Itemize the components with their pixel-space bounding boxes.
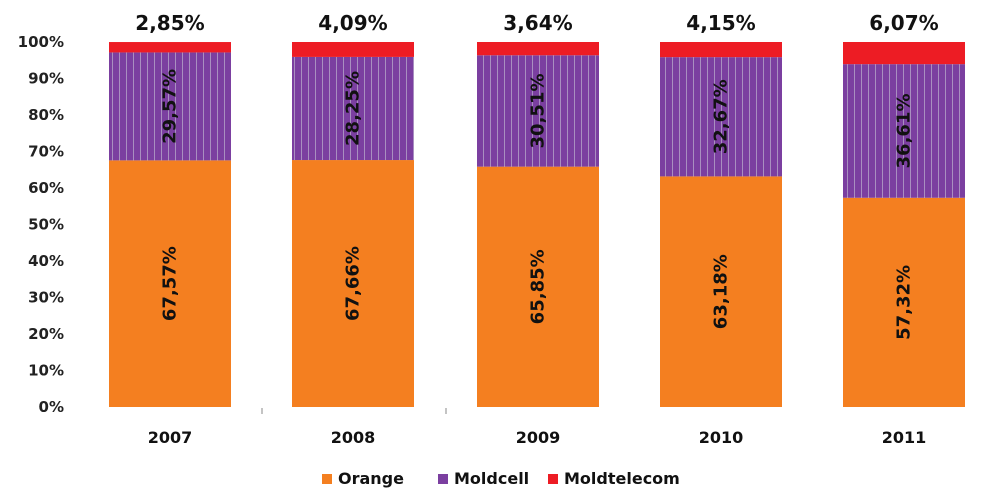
bar-group-2011: 57,32% 36,61% 6,07% bbox=[843, 11, 965, 407]
legend-item-moldtelecom: Moldtelecom bbox=[548, 469, 680, 488]
bar-segment-moldtelecom-2009 bbox=[477, 42, 599, 56]
legend-swatch bbox=[322, 474, 332, 484]
legend-label: Orange bbox=[338, 469, 404, 488]
data-label-moldcell-2009: 30,51% bbox=[528, 73, 549, 148]
bar-group-2010: 63,18% 32,67% 4,15% bbox=[660, 11, 782, 407]
y-tick-label: 50% bbox=[28, 216, 64, 234]
bar-segment-orange-2008 bbox=[292, 160, 414, 407]
data-label-moldcell-2011: 36,61% bbox=[894, 93, 915, 168]
y-tick-label: 100% bbox=[18, 33, 64, 51]
data-label-moldtelecom-2007: 2,85% bbox=[135, 11, 204, 35]
bar-group-2009: 65,85% 30,51% 3,64% bbox=[477, 11, 599, 407]
bar-segment-moldtelecom-2008 bbox=[292, 42, 414, 57]
legend: Orange Moldcell Moldtelecom bbox=[322, 469, 680, 488]
data-label-moldtelecom-2010: 4,15% bbox=[686, 11, 755, 35]
y-tick-label: 10% bbox=[28, 362, 64, 380]
bars: 67,57% 29,57% 2,85% 67,66% 28,25% 4,09% 65,85%… bbox=[109, 11, 965, 407]
y-tick-label: 20% bbox=[28, 325, 64, 343]
bar-segment-orange-2011 bbox=[843, 197, 965, 407]
legend-label: Moldcell bbox=[454, 469, 529, 488]
data-label-orange-2009: 65,85% bbox=[528, 249, 549, 324]
data-label-moldcell-2008: 28,25% bbox=[343, 71, 364, 146]
x-axis: 2007 2008 2009 2010 2011 bbox=[148, 408, 927, 447]
x-tick-label: 2011 bbox=[882, 428, 927, 447]
bar-segment-moldcell-2007 bbox=[109, 52, 231, 161]
y-tick-label: 30% bbox=[28, 289, 64, 307]
data-label-orange-2007: 67,57% bbox=[160, 246, 181, 321]
data-label-moldcell-2010: 32,67% bbox=[711, 79, 732, 154]
y-tick-label: 90% bbox=[28, 70, 64, 88]
bar-segment-moldcell-2009 bbox=[477, 55, 599, 167]
data-label-moldcell-2007: 29,57% bbox=[160, 69, 181, 144]
bar-group-2008: 67,66% 28,25% 4,09% bbox=[292, 11, 414, 407]
y-tick-label: 70% bbox=[28, 143, 64, 161]
legend-item-moldcell: Moldcell bbox=[438, 469, 529, 488]
bar-segment-orange-2010 bbox=[660, 176, 782, 407]
bar-segment-orange-2007 bbox=[109, 160, 231, 407]
x-tick-label: 2009 bbox=[516, 428, 561, 447]
data-label-orange-2010: 63,18% bbox=[711, 254, 732, 329]
bar-segment-moldtelecom-2011 bbox=[843, 42, 965, 65]
data-label-moldtelecom-2009: 3,64% bbox=[503, 11, 572, 35]
data-label-moldtelecom-2011: 6,07% bbox=[869, 11, 938, 35]
legend-item-orange: Orange bbox=[322, 469, 404, 488]
x-tick-label: 2008 bbox=[331, 428, 376, 447]
legend-swatch bbox=[438, 474, 448, 484]
y-tick-label: 60% bbox=[28, 179, 64, 197]
bar-segment-moldcell-2008 bbox=[292, 56, 414, 161]
y-tick-label: 80% bbox=[28, 106, 64, 124]
data-label-orange-2011: 57,32% bbox=[894, 265, 915, 340]
legend-swatch bbox=[548, 474, 558, 484]
bar-segment-moldcell-2010 bbox=[660, 57, 782, 177]
y-tick-label: 40% bbox=[28, 252, 64, 270]
x-tick-label: 2010 bbox=[699, 428, 744, 447]
y-tick-label: 0% bbox=[39, 398, 64, 416]
bar-segment-moldtelecom-2010 bbox=[660, 42, 782, 58]
y-axis: 0% 10% 20% 30% 40% 50% 60% 70% 80% 90% 100% bbox=[18, 33, 64, 416]
bar-segment-moldtelecom-2007 bbox=[109, 42, 231, 53]
bar-group-2007: 67,57% 29,57% 2,85% bbox=[109, 11, 231, 407]
legend-label: Moldtelecom bbox=[564, 469, 680, 488]
bar-segment-moldcell-2011 bbox=[843, 64, 965, 198]
x-tick-label: 2007 bbox=[148, 428, 193, 447]
bar-segment-orange-2009 bbox=[477, 166, 599, 407]
data-label-orange-2008: 67,66% bbox=[343, 246, 364, 321]
data-label-moldtelecom-2008: 4,09% bbox=[318, 11, 387, 35]
